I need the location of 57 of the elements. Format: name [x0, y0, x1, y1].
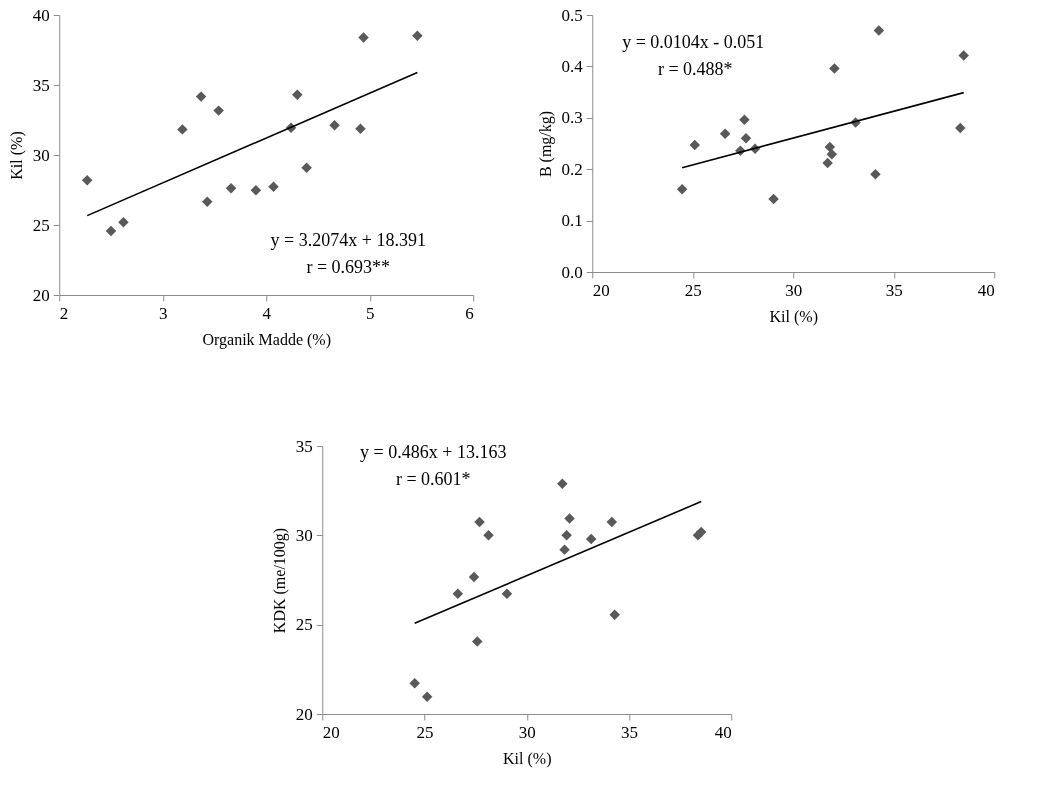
point [225, 183, 237, 194]
x-tick-label: 2 [59, 303, 69, 323]
annotation: r = 0.488* [657, 59, 733, 79]
x-axis-title: Kil (%) [769, 307, 818, 326]
annotation: y = 0.486x + 13.163 [360, 442, 507, 462]
point [105, 225, 117, 237]
y-tick-label: 20 [295, 704, 313, 724]
x-tick-label: 25 [684, 280, 702, 300]
point [358, 32, 369, 43]
annotation: y = 3.2074x + 18.391 [270, 230, 426, 250]
y-tick-label: 0.2 [561, 159, 583, 179]
x-axis-title: Kil (%) [503, 749, 552, 768]
point [202, 196, 213, 207]
x-tick-label: 40 [714, 722, 732, 742]
point [412, 30, 423, 41]
point [355, 123, 366, 134]
y-axis-title: Kil (%) [7, 131, 26, 180]
y-tick-label: 30 [295, 525, 313, 545]
x-tick-label: 35 [885, 280, 903, 300]
x-tick-label: 5 [366, 303, 375, 323]
x-tick-label: 40 [977, 280, 995, 300]
point [329, 120, 340, 131]
y-tick-label: 0.4 [561, 56, 584, 76]
point [118, 217, 129, 228]
point [213, 105, 224, 116]
point [177, 124, 188, 135]
y-tick-label: 0.3 [561, 108, 583, 128]
x-tick-label: 6 [465, 303, 474, 323]
x-tick-label: 20 [322, 722, 340, 742]
point [195, 91, 207, 102]
x-tick-label: 3 [159, 303, 168, 323]
point [292, 89, 303, 100]
point [81, 175, 93, 186]
y-tick-label: 25 [32, 215, 50, 235]
y-tick-label: 0.1 [561, 211, 583, 231]
point [268, 181, 279, 192]
x-tick-label: 30 [785, 280, 803, 300]
annotation: y = 0.0104x - 0.051 [622, 32, 765, 52]
y-tick-label: 35 [32, 75, 50, 95]
y-tick-label: 30 [32, 145, 50, 165]
x-tick-label: 25 [416, 722, 434, 742]
x-axis-title: Organik Madde (%) [202, 330, 332, 349]
point [250, 185, 262, 196]
point [301, 162, 312, 173]
annotation: r = 0.601* [395, 469, 471, 489]
y-tick-label: 35 [295, 436, 313, 456]
y-tick-label: 0.0 [561, 262, 583, 282]
y-tick-label: 0.5 [561, 5, 583, 25]
x-tick-label: 35 [621, 722, 638, 742]
x-tick-label: 30 [518, 722, 536, 742]
y-axis-title: B (mg/kg) [536, 110, 555, 178]
y-tick-label: 25 [295, 615, 313, 635]
annotation: r = 0.693** [306, 257, 391, 277]
x-tick-label: 20 [592, 280, 610, 300]
x-tick-label: 4 [262, 303, 272, 323]
y-tick-label: 40 [32, 5, 50, 25]
y-axis-title: KDK (me/100g) [270, 527, 289, 634]
